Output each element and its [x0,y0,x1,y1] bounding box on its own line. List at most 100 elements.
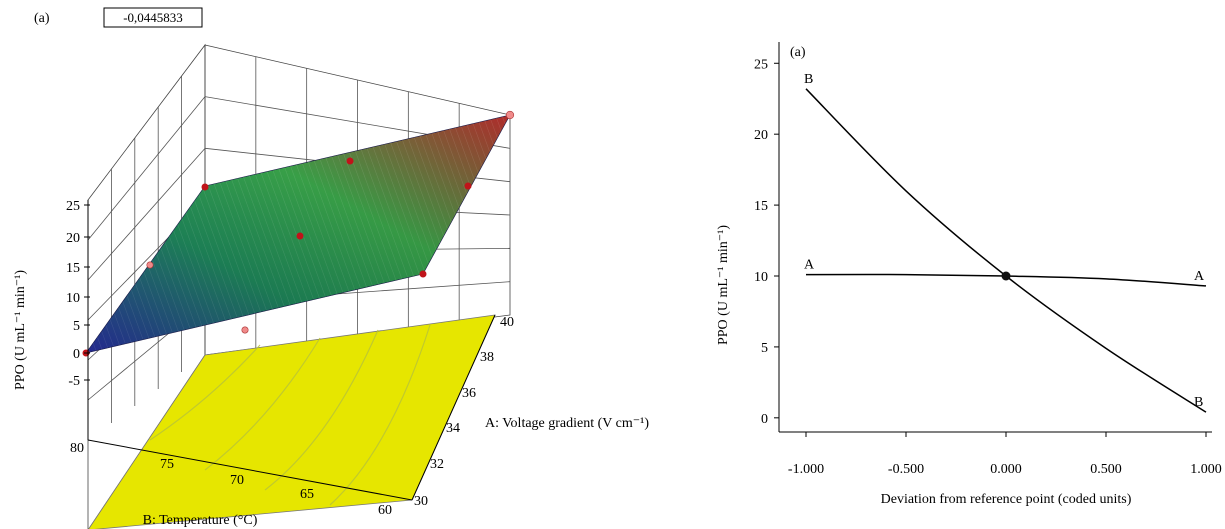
floor-contour [204,337,321,471]
line-panel-label: (a) [790,45,806,60]
svg-text:30: 30 [414,494,428,509]
design-point [505,110,515,120]
a-tick: 40 [500,315,514,330]
series-label-start-B: B [804,72,813,87]
x-tick-label: -1.000 [788,462,824,477]
b-tick: 70 [230,473,244,488]
a-tick: 30 [414,494,428,509]
x-tick: -0.500 [888,432,924,477]
b-tick: 65 [300,487,314,502]
y-tick: 15 [754,199,779,214]
y-axis-label: PPO (U mL⁻¹ min⁻¹) [716,225,731,345]
b-axis-line [87,439,413,501]
design-point [201,183,209,191]
surface-panel-label: (a) [34,11,50,26]
design-point [419,270,427,278]
z-tick: 25 [66,199,90,214]
series-label-end-B: B [1194,395,1203,410]
value-box [103,7,203,28]
surface-plot-panel: (a) -0,0445833 [13,7,649,529]
z-tick: 15 [66,261,90,276]
a-tick: 38 [480,350,494,365]
b-tick: 60 [378,503,392,518]
svg-text:60: 60 [378,503,392,518]
series-layer: A A B B [804,72,1207,413]
x-tick-label: -0.500 [888,462,924,477]
x-tick-label: 0.000 [990,462,1022,477]
svg-text:-5: -5 [68,374,80,389]
x-tick: 1.000 [1190,432,1222,477]
y-tick-label: 0 [761,412,768,427]
svg-text:25: 25 [66,199,80,214]
svg-text:0: 0 [73,347,80,362]
wall-grid-line [87,148,206,281]
wall-grid-line [87,96,206,241]
y-tick-label: 10 [754,270,768,285]
svg-text:32: 32 [430,457,444,472]
line-plot-panel: (a) 0 5 10 15 20 25 -1.000 -0.500 0.000 0.500 1.0… [716,42,1222,507]
y-tick: 10 [754,270,779,285]
floor-contour [149,344,261,441]
a-axis-line [411,314,496,501]
y-tick: 25 [754,57,779,72]
reference-point [1001,271,1011,281]
y-tick: 20 [754,128,779,143]
z-tick: 0 [73,347,90,362]
y-tick-label: 25 [754,57,768,72]
y-tick-label: 20 [754,128,768,143]
b-tick: 80 [70,441,84,456]
x-axis-ticks: -1.000 -0.500 0.000 0.500 1.000 [788,432,1222,477]
svg-text:34: 34 [446,421,460,436]
a-axis-label: A: Voltage gradient (V cm⁻¹) [485,416,649,431]
y-tick-label: 5 [761,341,768,356]
design-point [296,232,304,240]
svg-text:70: 70 [230,473,244,488]
x-tick-label: 0.500 [1090,462,1122,477]
z-axis-ticks: 25 20 15 10 5 0 -5 [66,199,90,389]
svg-text:36: 36 [462,386,476,401]
design-point [146,261,154,269]
design-point [464,182,472,190]
floor-projection [88,314,496,529]
z-tick: -5 [68,374,90,389]
y-axis-ticks: 0 5 10 15 20 25 [754,57,779,427]
x-tick: 0.000 [990,432,1022,477]
x-tick: -1.000 [788,432,824,477]
svg-text:38: 38 [480,350,494,365]
b-axis-label: B: Temperature (°C) [143,513,258,528]
series-label-start-A: A [804,258,815,273]
z-tick: 10 [66,291,90,306]
svg-text:15: 15 [66,261,80,276]
x-tick: 0.500 [1090,432,1122,477]
floor-contours [149,324,431,506]
design-point [241,326,249,334]
a-tick: 34 [446,421,460,436]
floor-contour [264,329,379,491]
floor-contour [329,324,431,506]
a-tick: 36 [462,386,476,401]
svg-text:80: 80 [70,441,84,456]
x-axis-label: Deviation from reference point (coded un… [881,492,1132,507]
svg-text:10: 10 [66,291,80,306]
svg-text:20: 20 [66,231,80,246]
b-tick: 75 [160,457,174,472]
y-tick: 0 [761,412,779,427]
svg-text:65: 65 [300,487,314,502]
y-tick-label: 15 [754,199,768,214]
series-label-end-A: A [1194,269,1205,284]
x-tick-label: 1.000 [1190,462,1222,477]
a-axis-ticks: 40 38 36 34 32 30 [414,315,514,509]
value-box-text: -0,0445833 [123,10,183,25]
y-tick: 5 [761,341,779,356]
design-point [346,157,354,165]
b-axis-ticks: 80 75 70 65 60 [70,441,392,518]
z-tick: 20 [66,231,90,246]
svg-text:5: 5 [73,319,80,334]
z-tick: 5 [73,319,90,334]
svg-text:75: 75 [160,457,174,472]
a-tick: 32 [430,457,444,472]
z-axis-label: PPO (U mL⁻¹ min⁻¹) [13,270,28,390]
series-line-B [805,88,1207,413]
svg-text:40: 40 [500,315,514,330]
